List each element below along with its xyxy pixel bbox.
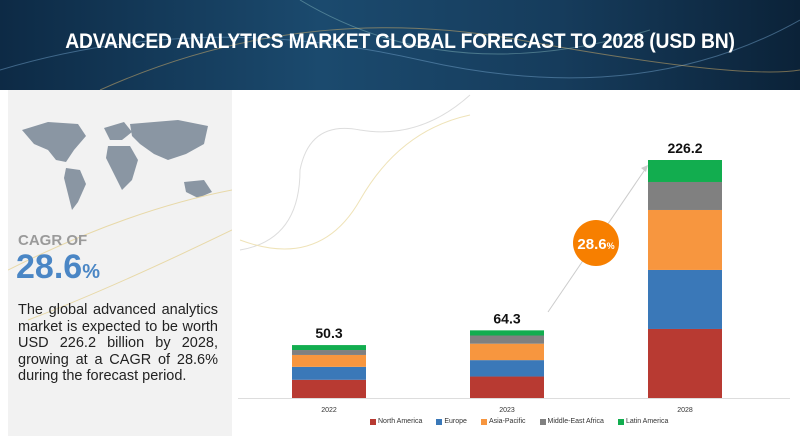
- legend-item: Europe: [436, 418, 467, 425]
- legend-label: Europe: [444, 418, 467, 425]
- bar-segment-asia-pacific-2023: [470, 343, 544, 361]
- bar-segment-north-america-2022: [292, 379, 366, 398]
- chart-legend: North America Europe Asia-Pacific Middle-Ea…: [370, 418, 668, 425]
- cagr-badge-label: 28.6%: [577, 236, 614, 253]
- bar-segment-middle-east-africa-2028: [648, 181, 722, 210]
- cagr-label: CAGR OF: [18, 232, 88, 249]
- bar-segment-middle-east-africa-2023: [470, 335, 544, 344]
- bar-segment-latin-america-2022: [292, 345, 366, 351]
- legend-label: Middle-East Africa: [547, 418, 604, 425]
- market-description: The global advanced analytics market is …: [18, 302, 218, 384]
- total-label-2023: 64.3: [493, 310, 520, 326]
- x-tick-label-2022: 2022: [321, 407, 337, 414]
- bar-segment-latin-america-2028: [648, 160, 722, 182]
- arrow-head-icon: [641, 165, 648, 172]
- page-title: ADVANCED ANALYTICS MARKET GLOBAL FORECAS…: [65, 30, 735, 53]
- bar-segment-asia-pacific-2022: [292, 354, 366, 367]
- legend-item: North America: [370, 418, 422, 425]
- legend-item: Latin America: [617, 418, 669, 425]
- legend-label: North America: [378, 418, 423, 425]
- legend-label: Asia-Pacific: [488, 418, 526, 425]
- bar-segment-europe-2023: [470, 360, 544, 377]
- legend-swatch: [539, 418, 546, 425]
- legend-swatch: [617, 418, 624, 425]
- bar-segment-europe-2028: [648, 269, 722, 329]
- total-label-2028: 226.2: [667, 140, 702, 156]
- world-map-icon: [22, 120, 212, 210]
- cagr-badge: [573, 220, 619, 266]
- bar-segment-asia-pacific-2028: [648, 209, 722, 270]
- legend-label: Latin America: [625, 418, 669, 425]
- legend-item: Middle-East Africa: [539, 418, 604, 425]
- sidebar-panel: [8, 90, 232, 436]
- bar-segment-europe-2022: [292, 366, 366, 380]
- total-label-2022: 50.3: [315, 325, 342, 341]
- bar-segment-north-america-2028: [648, 328, 722, 398]
- legend-swatch: [370, 418, 376, 425]
- legend-swatch: [480, 418, 487, 425]
- decorative-curves: [8, 189, 232, 321]
- header-banner: ADVANCED ANALYTICS MARKET GLOBAL FORECAS…: [0, 0, 800, 90]
- cagr-value: 28.6%: [16, 248, 100, 286]
- legend-item: Asia-Pacific: [480, 418, 526, 425]
- header-background-lines: [0, 0, 800, 90]
- bar-segment-latin-america-2023: [470, 330, 544, 336]
- x-tick-label-2023: 2023: [499, 407, 515, 414]
- x-tick-label-2028: 2028: [677, 407, 693, 414]
- bar-segment-middle-east-africa-2022: [292, 350, 366, 355]
- bar-segment-north-america-2023: [470, 376, 544, 398]
- legend-swatch: [436, 418, 443, 425]
